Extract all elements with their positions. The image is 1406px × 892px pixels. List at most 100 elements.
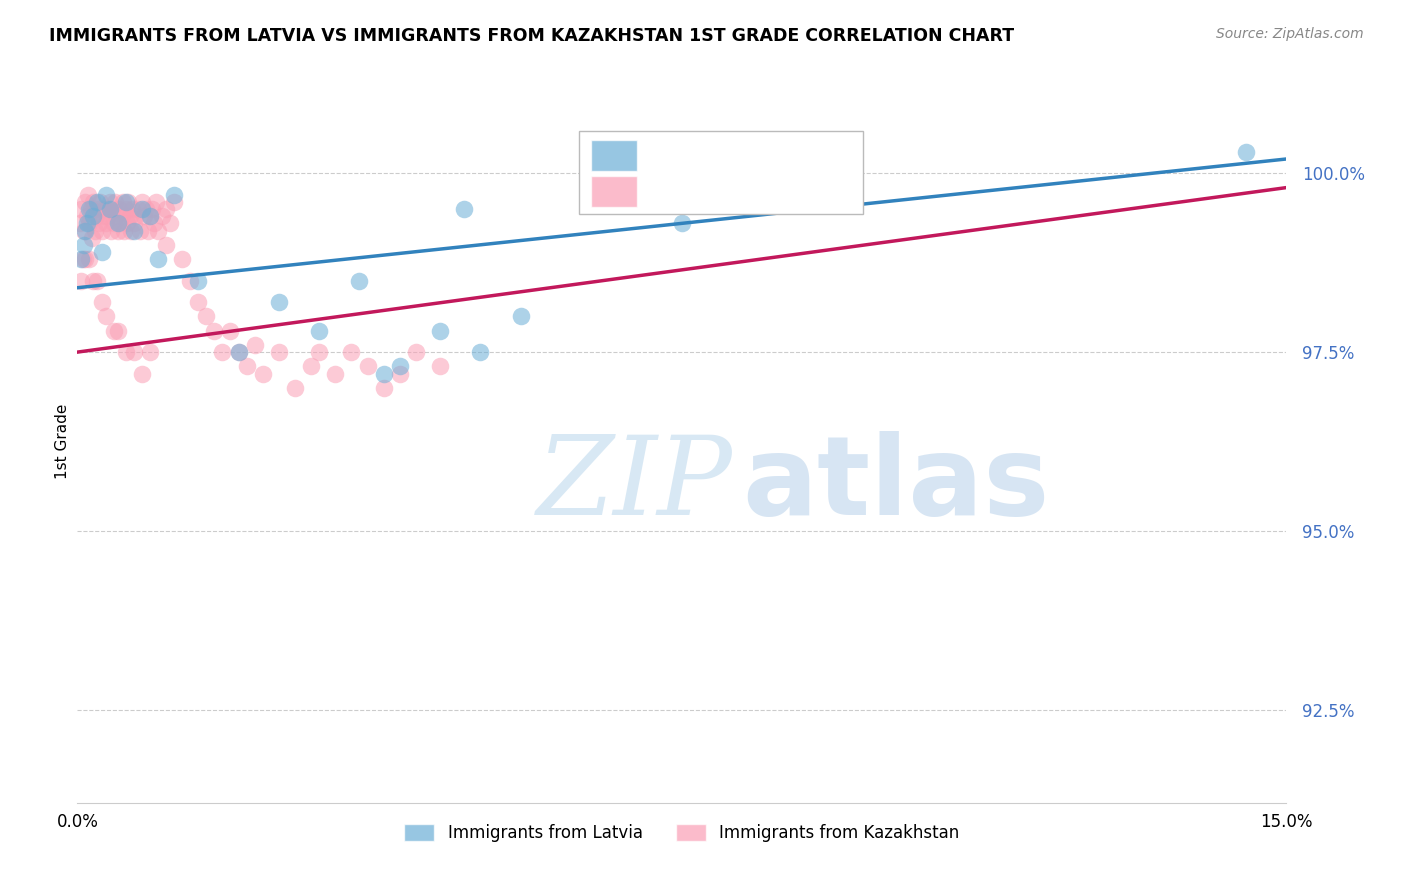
Point xyxy=(120,223,142,237)
Point xyxy=(103,324,125,338)
Y-axis label: 1st Grade: 1st Grade xyxy=(55,404,70,479)
Point xyxy=(80,202,103,216)
Point xyxy=(146,252,169,266)
Point xyxy=(87,216,110,230)
Point xyxy=(145,194,167,209)
Point xyxy=(340,345,363,359)
Point xyxy=(159,216,181,230)
Point xyxy=(72,252,94,266)
Point xyxy=(122,345,145,359)
Point xyxy=(323,367,346,381)
Point xyxy=(127,202,149,216)
Point xyxy=(139,345,162,359)
Point xyxy=(101,202,124,216)
Point xyxy=(86,274,108,288)
Point xyxy=(252,367,274,381)
Point xyxy=(267,295,290,310)
Point xyxy=(107,324,129,338)
Text: ZIP: ZIP xyxy=(537,431,733,539)
Point xyxy=(429,324,451,338)
Point xyxy=(172,252,194,266)
Point xyxy=(70,202,93,216)
Point xyxy=(349,274,371,288)
Point xyxy=(141,202,163,216)
Point xyxy=(94,310,117,324)
Point xyxy=(108,216,131,230)
Point xyxy=(131,202,153,216)
Point xyxy=(108,202,131,216)
Point xyxy=(112,194,135,209)
Point xyxy=(90,223,112,237)
Point xyxy=(104,194,127,209)
Point xyxy=(117,216,139,230)
FancyBboxPatch shape xyxy=(592,140,637,170)
Point xyxy=(121,202,143,216)
Point xyxy=(211,345,233,359)
Text: IMMIGRANTS FROM LATVIA VS IMMIGRANTS FROM KAZAKHSTAN 1ST GRADE CORRELATION CHART: IMMIGRANTS FROM LATVIA VS IMMIGRANTS FRO… xyxy=(49,27,1014,45)
Point xyxy=(79,252,101,266)
Point xyxy=(509,310,531,324)
Point xyxy=(228,345,250,359)
Point xyxy=(80,230,103,244)
Point xyxy=(219,324,242,338)
Point xyxy=(179,274,201,288)
Point xyxy=(94,216,117,230)
Point xyxy=(163,194,186,209)
Point xyxy=(94,187,117,202)
FancyBboxPatch shape xyxy=(592,177,637,207)
Text: R = 0.372  N = 31: R = 0.372 N = 31 xyxy=(650,145,814,164)
Point xyxy=(284,381,307,395)
Point xyxy=(388,359,411,374)
Point xyxy=(243,338,266,352)
Point xyxy=(163,187,186,202)
Point xyxy=(107,216,129,230)
Point xyxy=(86,202,108,216)
Point xyxy=(76,187,98,202)
Point xyxy=(267,345,290,359)
Point xyxy=(82,274,104,288)
Point xyxy=(82,194,104,209)
Point xyxy=(69,216,91,230)
Point xyxy=(308,345,330,359)
Point xyxy=(76,216,98,230)
Point xyxy=(84,223,107,237)
Point xyxy=(139,209,162,223)
Point xyxy=(70,274,93,288)
Point xyxy=(82,209,104,223)
Text: R = 0.465   N = 93: R = 0.465 N = 93 xyxy=(650,182,820,200)
Point xyxy=(671,216,693,230)
Point xyxy=(117,194,139,209)
Point xyxy=(98,202,121,216)
Point xyxy=(93,202,115,216)
Point xyxy=(114,345,136,359)
Point xyxy=(142,216,165,230)
Point xyxy=(75,194,97,209)
Point xyxy=(86,194,108,209)
Point xyxy=(90,295,112,310)
Point xyxy=(202,324,225,338)
Point xyxy=(405,345,427,359)
Point xyxy=(75,223,97,237)
Point xyxy=(79,216,101,230)
Point xyxy=(187,295,209,310)
Point xyxy=(134,209,156,223)
Legend: Immigrants from Latvia, Immigrants from Kazakhstan: Immigrants from Latvia, Immigrants from … xyxy=(398,817,966,848)
Point xyxy=(105,209,128,223)
Text: Source: ZipAtlas.com: Source: ZipAtlas.com xyxy=(1216,27,1364,41)
FancyBboxPatch shape xyxy=(579,131,863,214)
Point xyxy=(308,324,330,338)
Point xyxy=(228,345,250,359)
Point xyxy=(470,345,492,359)
Point xyxy=(98,194,121,209)
Point xyxy=(107,223,129,237)
Point xyxy=(90,244,112,259)
Point xyxy=(73,237,96,252)
Point xyxy=(195,310,218,324)
Point xyxy=(388,367,411,381)
Point xyxy=(122,223,145,237)
Point xyxy=(97,209,120,223)
Point xyxy=(112,223,135,237)
Point xyxy=(139,209,162,223)
Point xyxy=(373,381,395,395)
Point xyxy=(89,194,111,209)
